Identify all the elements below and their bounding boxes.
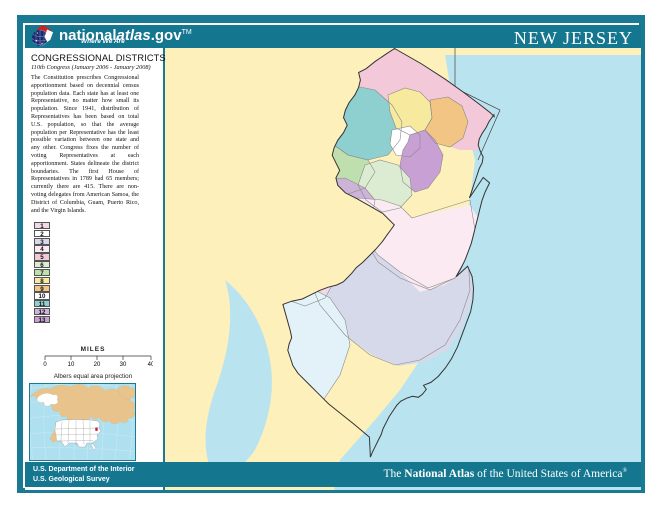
svg-text:20: 20: [94, 362, 101, 366]
svg-text:30: 30: [120, 362, 127, 366]
svg-text:40: 40: [148, 362, 153, 366]
svg-text:10: 10: [68, 362, 75, 366]
svg-text:0: 0: [43, 362, 47, 366]
